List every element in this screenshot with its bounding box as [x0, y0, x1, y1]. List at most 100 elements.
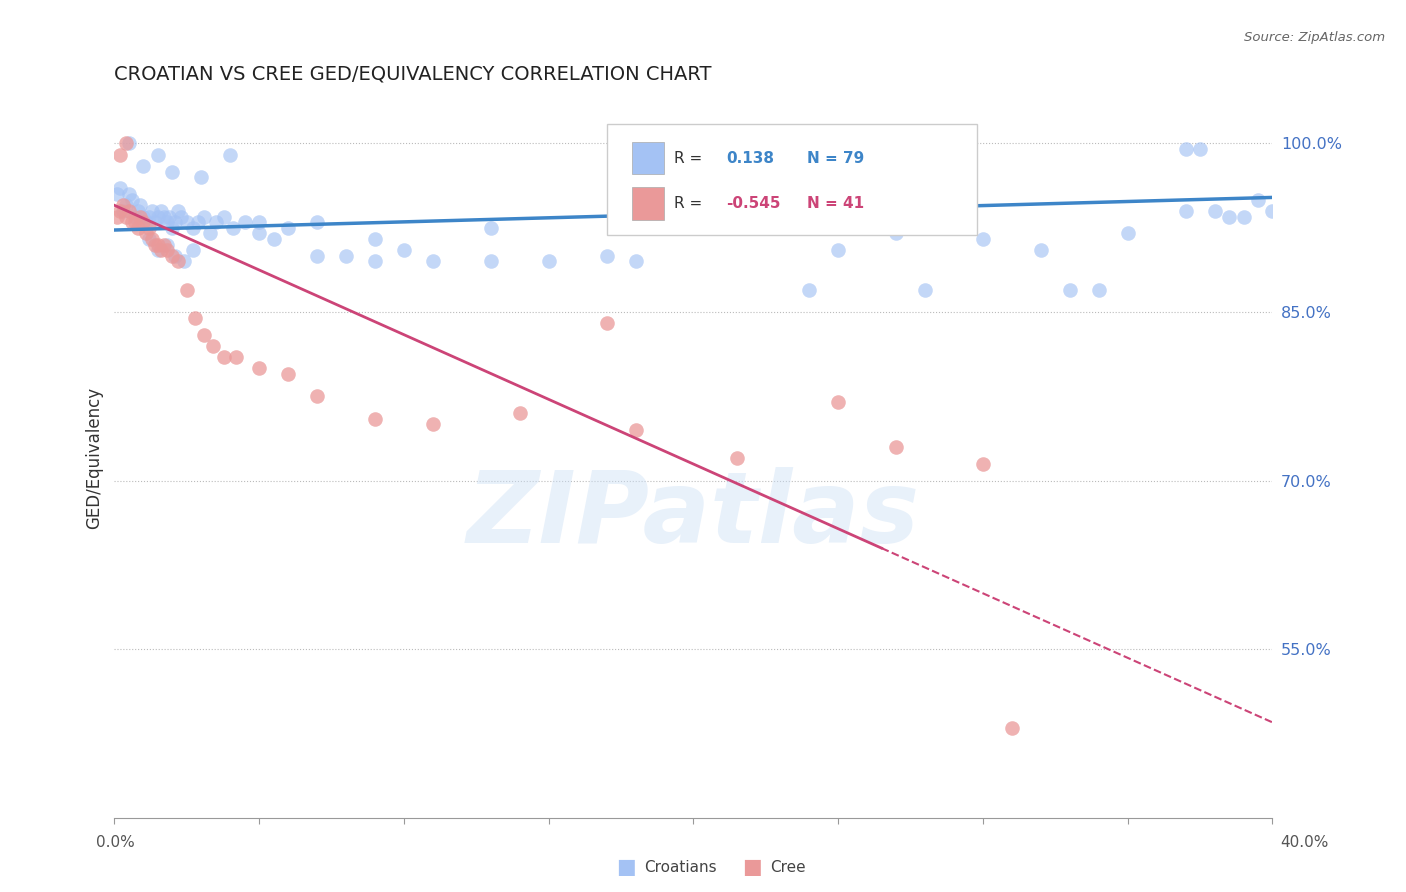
Point: [392, 244, 415, 258]
Point: [1059, 283, 1081, 297]
Point: [214, 210, 236, 224]
Point: [115, 198, 138, 212]
Point: [422, 254, 444, 268]
Point: [1261, 203, 1284, 218]
Point: [364, 254, 387, 268]
Point: [129, 210, 152, 224]
Point: [198, 227, 221, 241]
Point: [162, 249, 184, 263]
Point: [157, 210, 180, 224]
Point: [247, 361, 270, 376]
FancyBboxPatch shape: [633, 142, 665, 174]
Point: [725, 451, 748, 466]
Point: [127, 203, 149, 218]
Text: Croatians: Croatians: [644, 860, 717, 874]
Point: [115, 210, 138, 224]
Point: [247, 215, 270, 229]
Point: [165, 249, 187, 263]
Point: [277, 367, 299, 381]
Point: [138, 210, 160, 224]
Point: [155, 237, 177, 252]
Point: [146, 237, 169, 252]
Point: [129, 198, 152, 212]
Point: [595, 249, 617, 263]
Point: [364, 412, 387, 426]
Point: [247, 227, 270, 241]
Point: [1189, 142, 1212, 156]
Point: [233, 215, 256, 229]
Point: [1001, 721, 1024, 735]
Point: [124, 210, 146, 224]
Point: [277, 220, 299, 235]
Point: [108, 181, 131, 195]
Point: [190, 170, 212, 185]
Point: [132, 159, 155, 173]
Point: [165, 215, 187, 229]
Point: [193, 210, 215, 224]
Point: [972, 232, 994, 246]
Point: [146, 244, 169, 258]
Point: [118, 136, 141, 151]
Point: [187, 215, 209, 229]
Point: [121, 193, 143, 207]
Text: ■: ■: [742, 857, 762, 877]
Point: [1174, 203, 1197, 218]
Point: [149, 203, 172, 218]
Text: ■: ■: [616, 857, 636, 877]
Point: [176, 283, 198, 297]
Point: [1232, 210, 1254, 224]
Point: [118, 203, 141, 218]
Point: [155, 244, 177, 258]
Point: [799, 283, 821, 297]
Point: [740, 210, 762, 224]
Point: [108, 147, 131, 161]
Point: [124, 215, 146, 229]
Point: [132, 215, 155, 229]
Point: [149, 244, 172, 258]
Point: [115, 136, 138, 151]
Point: [335, 249, 357, 263]
Point: [112, 203, 135, 218]
Point: [138, 232, 160, 246]
Point: [914, 283, 936, 297]
Point: [152, 237, 174, 252]
Point: [537, 254, 560, 268]
Text: 40.0%: 40.0%: [1281, 836, 1329, 850]
Point: [181, 220, 204, 235]
Point: [181, 244, 204, 258]
Point: [422, 417, 444, 432]
Point: [479, 220, 502, 235]
Point: [146, 210, 169, 224]
Point: [127, 220, 149, 235]
Text: Source: ZipAtlas.com: Source: ZipAtlas.com: [1244, 31, 1385, 45]
Text: -0.545: -0.545: [725, 196, 780, 211]
Point: [364, 232, 387, 246]
Point: [595, 316, 617, 330]
Point: [1174, 142, 1197, 156]
Point: [143, 237, 166, 252]
Text: ZIPatlas: ZIPatlas: [467, 467, 920, 565]
FancyBboxPatch shape: [606, 124, 977, 235]
Point: [222, 220, 245, 235]
Point: [1218, 210, 1240, 224]
Text: N = 79: N = 79: [807, 151, 865, 166]
Point: [827, 395, 849, 409]
Point: [162, 164, 184, 178]
Point: [184, 310, 207, 325]
Point: [118, 187, 141, 202]
Text: CROATIAN VS CREE GED/EQUIVALENCY CORRELATION CHART: CROATIAN VS CREE GED/EQUIVALENCY CORRELA…: [114, 64, 711, 83]
Text: R =: R =: [673, 151, 707, 166]
Point: [884, 440, 907, 454]
FancyBboxPatch shape: [633, 187, 665, 219]
Point: [138, 220, 160, 235]
Point: [155, 215, 177, 229]
Point: [1087, 283, 1109, 297]
Point: [509, 406, 531, 420]
Point: [135, 215, 157, 229]
Point: [112, 198, 135, 212]
Point: [1116, 227, 1139, 241]
Point: [121, 215, 143, 229]
Text: 0.0%: 0.0%: [96, 836, 135, 850]
Point: [201, 339, 224, 353]
Point: [176, 215, 198, 229]
